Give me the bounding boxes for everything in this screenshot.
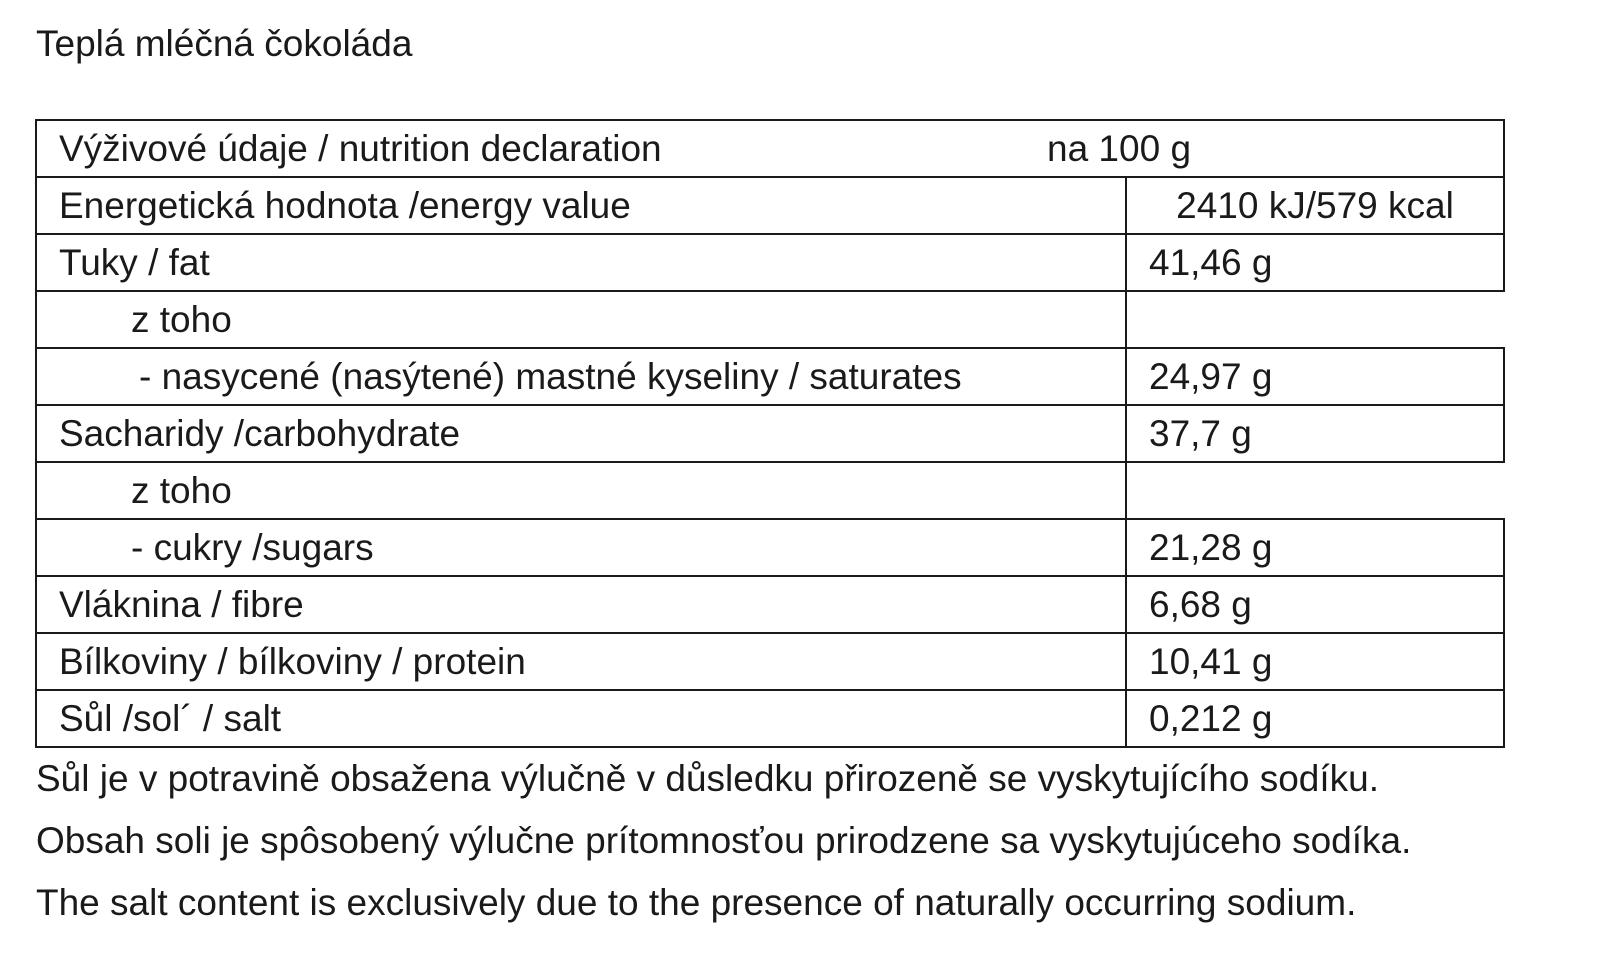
- per-100g-label: na 100 g: [1047, 128, 1192, 169]
- table-row: z toho: [35, 291, 1504, 348]
- of-which-label: z toho: [35, 291, 1127, 348]
- of-which-label: z toho: [35, 462, 1127, 519]
- table-row: Vláknina / fibre 6,68 g: [35, 575, 1505, 634]
- salt-value: 0,212 g: [1125, 689, 1505, 748]
- fibre-value: 6,68 g: [1125, 575, 1505, 634]
- nutrition-declaration-label: Výživové údaje / nutrition declaration: [59, 128, 662, 169]
- fat-label: Tuky / fat: [35, 233, 1127, 292]
- table-row: z toho: [35, 462, 1504, 519]
- table-row: Bílkoviny / bílkoviny / protein 10,41 g: [35, 632, 1505, 691]
- nutrition-table: Výživové údaje / nutrition declaration n…: [35, 119, 1505, 748]
- fat-value: 41,46 g: [1125, 233, 1505, 292]
- salt-note-cz: Sůl je v potravině obsažena výlučně v dů…: [36, 758, 1380, 799]
- sugars-value: 21,28 g: [1125, 518, 1505, 577]
- fibre-label: Vláknina / fibre: [35, 575, 1127, 634]
- table-row: Sůl /sol´ / salt 0,212 g: [35, 689, 1505, 748]
- salt-notes: Sůl je v potravině obsažena výlučně v dů…: [36, 748, 1411, 934]
- saturates-label: - nasycené (nasýtené) mastné kyseliny / …: [35, 347, 1127, 406]
- empty-value-cell: [1126, 462, 1504, 519]
- table-row: Tuky / fat 41,46 g: [35, 233, 1505, 292]
- salt-label: Sůl /sol´ / salt: [35, 689, 1127, 748]
- table-header-row: Výživové údaje / nutrition declaration n…: [35, 119, 1505, 178]
- carbohydrate-value: 37,7 g: [1125, 404, 1505, 463]
- document-title: Teplá mléčná čokoláda: [36, 23, 413, 64]
- table-row: - nasycené (nasýtené) mastné kyseliny / …: [35, 347, 1505, 406]
- protein-label: Bílkoviny / bílkoviny / protein: [35, 632, 1127, 691]
- sugars-label: - cukry /sugars: [35, 518, 1127, 577]
- table-row: Sacharidy /carbohydrate 37,7 g: [35, 404, 1505, 463]
- table-header-cell: Výživové údaje / nutrition declaration n…: [35, 119, 1505, 178]
- salt-note-en: The salt content is exclusively due to t…: [36, 882, 1357, 923]
- table-row: - cukry /sugars 21,28 g: [35, 518, 1505, 577]
- protein-value: 10,41 g: [1125, 632, 1505, 691]
- energy-label: Energetická hodnota /energy value: [35, 176, 1127, 235]
- table-row: Energetická hodnota /energy value 2410 k…: [35, 176, 1505, 235]
- saturates-value: 24,97 g: [1125, 347, 1505, 406]
- salt-note-sk: Obsah soli je spôsobený výlučne prítomno…: [36, 820, 1412, 861]
- energy-value: 2410 kJ/579 kcal: [1125, 176, 1505, 235]
- carbohydrate-label: Sacharidy /carbohydrate: [35, 404, 1127, 463]
- empty-value-cell: [1126, 291, 1504, 348]
